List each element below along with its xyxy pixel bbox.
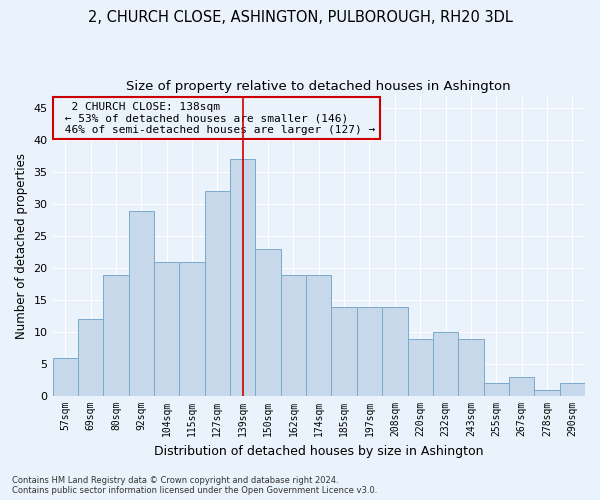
X-axis label: Distribution of detached houses by size in Ashington: Distribution of detached houses by size … <box>154 444 484 458</box>
Bar <box>560 384 585 396</box>
Bar <box>357 306 382 396</box>
Text: 2 CHURCH CLOSE: 138sqm  
 ← 53% of detached houses are smaller (146)
 46% of sem: 2 CHURCH CLOSE: 138sqm ← 53% of detached… <box>58 102 375 135</box>
Title: Size of property relative to detached houses in Ashington: Size of property relative to detached ho… <box>127 80 511 93</box>
Bar <box>256 249 281 396</box>
Bar <box>281 274 306 396</box>
Bar <box>103 274 128 396</box>
Bar <box>458 338 484 396</box>
Bar <box>484 384 509 396</box>
Bar <box>331 306 357 396</box>
Bar <box>205 192 230 396</box>
Bar <box>382 306 407 396</box>
Bar <box>534 390 560 396</box>
Bar <box>433 332 458 396</box>
Bar <box>306 274 331 396</box>
Bar <box>53 358 78 396</box>
Y-axis label: Number of detached properties: Number of detached properties <box>15 153 28 339</box>
Bar <box>154 262 179 396</box>
Bar <box>179 262 205 396</box>
Bar <box>128 210 154 396</box>
Bar <box>509 377 534 396</box>
Bar <box>230 160 256 396</box>
Text: Contains HM Land Registry data © Crown copyright and database right 2024.
Contai: Contains HM Land Registry data © Crown c… <box>12 476 377 495</box>
Text: 2, CHURCH CLOSE, ASHINGTON, PULBOROUGH, RH20 3DL: 2, CHURCH CLOSE, ASHINGTON, PULBOROUGH, … <box>88 10 512 25</box>
Bar <box>407 338 433 396</box>
Bar <box>78 320 103 396</box>
